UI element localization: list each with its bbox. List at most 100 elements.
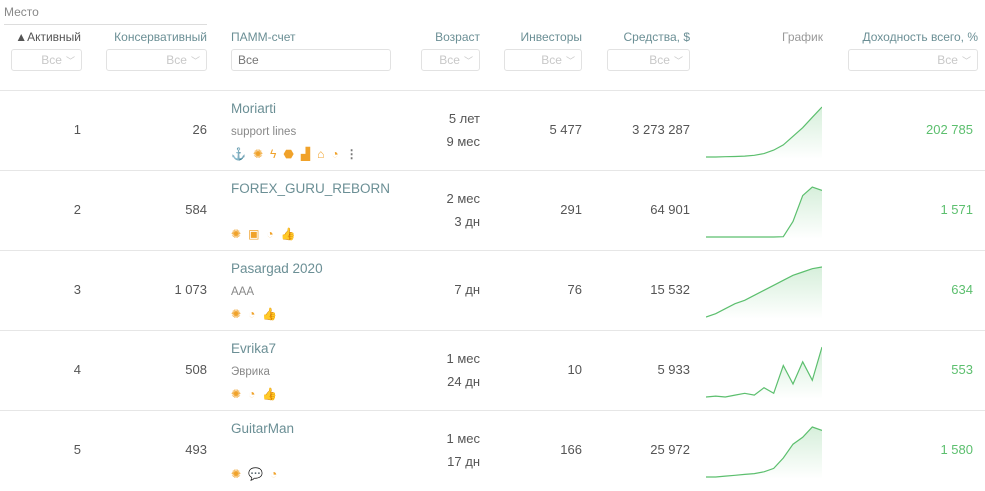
col-funds[interactable]: Средства, $ — [623, 30, 690, 44]
filter-value: Все — [649, 53, 670, 67]
badge-icon[interactable]: ✺ — [231, 227, 242, 241]
badge-icon[interactable]: ✺ — [231, 467, 242, 481]
sparkline-chart — [706, 346, 822, 399]
table-row[interactable]: 2 584 FOREX_GURU_REBORN ✺ ▣ ◔ 👍 2 мес 3 дн 291 64 … — [0, 170, 985, 251]
age-value-2: 24 дн — [447, 374, 480, 389]
table-row[interactable]: 1 26 Moriarti support lines ⚓ ✺ ϟ ⬣ ▟ ⌂ ◔ ⋮ 5 лет 9 м… — [0, 90, 985, 171]
col-active[interactable]: ▲Активный — [15, 30, 81, 44]
col-pamm[interactable]: ПАММ-счет — [231, 30, 296, 44]
chevron-down-icon: ﹀ — [190, 56, 200, 66]
filter-value: Все — [541, 53, 562, 67]
filter-active[interactable]: Все ﹀ — [11, 49, 82, 71]
rank-active: 1 — [73, 122, 81, 137]
sparkline-chart — [706, 266, 822, 319]
account-name-link[interactable]: FOREX_GURU_REBORN — [231, 181, 391, 196]
badge-icon[interactable]: 👍 — [262, 387, 278, 401]
col-chart: График — [782, 30, 823, 44]
chevron-down-icon: ﹀ — [673, 56, 683, 66]
funds-value: 3 273 287 — [632, 122, 690, 137]
account-name-link[interactable]: Pasargad 2020 — [231, 261, 323, 276]
badge-icons: ✺ ◔ 👍 — [231, 307, 277, 321]
age-value: 7 дн — [454, 282, 480, 297]
badge-icon[interactable]: ϟ — [270, 147, 277, 161]
filter-age[interactable]: Все ﹀ — [421, 49, 480, 71]
sparkline-chart — [706, 426, 822, 479]
investors-count: 76 — [567, 282, 582, 297]
sparkline-line — [706, 186, 822, 238]
rank-conservative: 1 073 — [174, 282, 207, 297]
account-description: Эврика — [231, 366, 270, 378]
badge-icons: ⚓ ✺ ϟ ⬣ ▟ ⌂ ◔ ⋮ — [231, 147, 358, 161]
sparkline-line — [706, 426, 822, 478]
filter-investors[interactable]: Все ﹀ — [504, 49, 582, 71]
col-age[interactable]: Возраст — [435, 30, 480, 44]
group-divider — [4, 24, 207, 25]
sparkline-area — [706, 347, 822, 399]
sparkline-area — [706, 267, 822, 319]
rank-conservative: 26 — [192, 122, 207, 137]
rank-active: 2 — [73, 202, 81, 217]
yield-value: 202 785 — [926, 122, 973, 137]
col-yield[interactable]: Доходность всего, % — [862, 30, 979, 44]
badge-icon[interactable]: ◔ — [248, 307, 256, 321]
funds-value: 5 933 — [657, 362, 690, 377]
rank-active: 4 — [73, 362, 81, 377]
badge-icon[interactable]: ⚓ — [231, 147, 246, 161]
rank-active: 5 — [73, 442, 81, 457]
age-value-2: 3 дн — [454, 214, 480, 229]
yield-value: 634 — [951, 282, 973, 297]
filter-conservative[interactable]: Все ﹀ — [106, 49, 207, 71]
account-name-link[interactable]: Moriarti — [231, 101, 277, 116]
filter-value: Все — [439, 53, 460, 67]
badge-icon[interactable]: ✺ — [231, 307, 242, 321]
badge-icon[interactable]: ⬣ — [283, 147, 294, 161]
badge-icon[interactable]: ▟ — [300, 147, 311, 161]
table-row[interactable]: 5 493 GuitarMan ✺ 💬 ◔ 1 мес 17 дн 166 25 972 1 580 — [0, 410, 985, 491]
filter-funds[interactable]: Все ﹀ — [607, 49, 690, 71]
sparkline-line — [706, 266, 822, 318]
badge-icon[interactable]: ◔ — [270, 467, 278, 481]
badge-icon[interactable]: 👍 — [262, 307, 278, 321]
sparkline-area — [706, 187, 822, 239]
chevron-down-icon: ﹀ — [463, 56, 473, 66]
badge-icon[interactable]: ◔ — [248, 387, 256, 401]
sparkline-area — [706, 107, 822, 159]
age-value-2: 9 мес — [446, 134, 480, 149]
col-conservative[interactable]: Консервативный — [114, 30, 207, 44]
badge-icon[interactable]: 💬 — [248, 467, 264, 481]
funds-value: 15 532 — [650, 282, 690, 297]
badge-icon[interactable]: ✺ — [231, 387, 242, 401]
rank-conservative: 584 — [185, 202, 207, 217]
age-value: 2 мес — [446, 191, 480, 206]
col-investors[interactable]: Инвесторы — [520, 30, 583, 44]
rank-conservative: 508 — [185, 362, 207, 377]
more-vertical-icon[interactable]: ⋮ — [345, 147, 358, 161]
badge-icon[interactable]: ✺ — [252, 147, 264, 161]
badge-icon[interactable]: ◔ — [331, 147, 339, 161]
badge-icon[interactable]: ◔ — [266, 227, 274, 241]
yield-value: 1 571 — [940, 202, 973, 217]
sparkline-line — [706, 106, 822, 158]
funds-value: 25 972 — [650, 442, 690, 457]
account-name-link[interactable]: GuitarMan — [231, 421, 295, 436]
rank-conservative: 493 — [185, 442, 207, 457]
table-row[interactable]: 4 508 Evrika7 Эврика ✺ ◔ 👍 1 мес 24 дн 10 5 933 553 — [0, 330, 985, 411]
age-value: 5 лет — [448, 111, 480, 126]
age-value: 1 мес — [446, 431, 480, 446]
badge-icon[interactable]: ▣ — [248, 227, 260, 241]
investors-count: 5 477 — [549, 122, 582, 137]
funds-value: 64 901 — [650, 202, 690, 217]
badge-icon[interactable]: ⌂ — [317, 147, 325, 161]
filter-value: Все — [41, 53, 62, 67]
filter-value: Все — [937, 53, 958, 67]
filter-yield[interactable]: Все ﹀ — [848, 49, 978, 71]
filter-pamm-input[interactable] — [231, 49, 391, 71]
group-label: Место — [4, 5, 39, 19]
account-description: AAA — [231, 286, 255, 298]
table-row[interactable]: 3 1 073 Pasargad 2020 AAA ✺ ◔ 👍 7 дн 76 15 532 634 — [0, 250, 985, 331]
badge-icon[interactable]: 👍 — [280, 227, 296, 241]
account-name-link[interactable]: Evrika7 — [231, 341, 277, 356]
sparkline-chart — [706, 106, 822, 159]
chevron-down-icon: ﹀ — [961, 56, 971, 66]
chevron-down-icon: ﹀ — [565, 56, 575, 66]
